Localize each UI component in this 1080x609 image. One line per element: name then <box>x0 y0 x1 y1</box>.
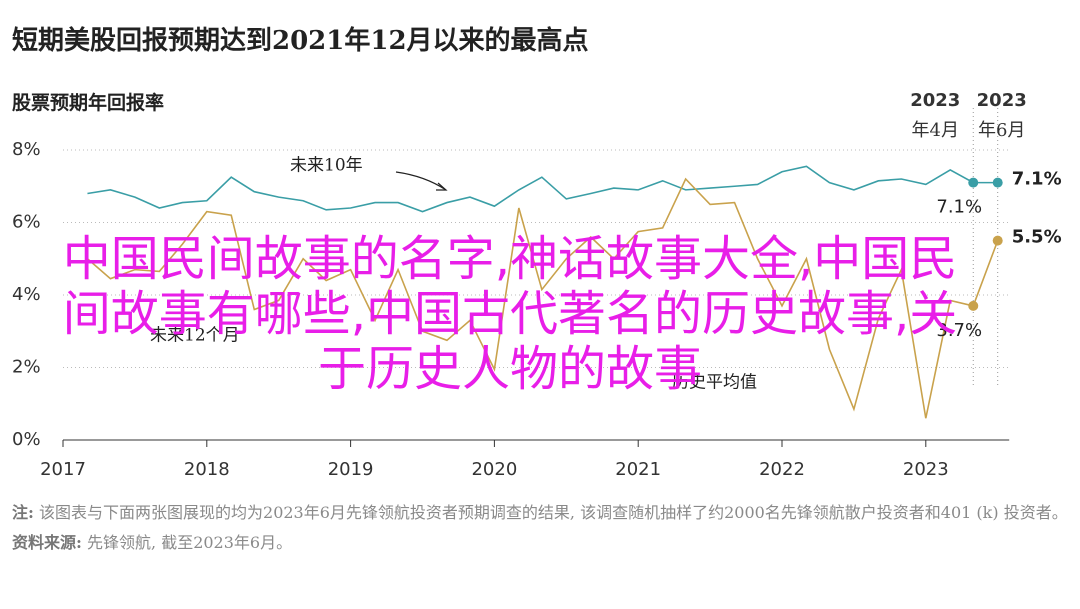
overlay-text: 间故事有哪些,中国古代著名的历史故事,关 <box>63 286 958 342</box>
source-text: 先锋领航, 截至2023年6月。 <box>87 533 293 552</box>
data-label: 7.1% <box>1012 169 1062 190</box>
y-tick-label: 4% <box>12 284 41 305</box>
data-label: 3.7% <box>936 320 982 341</box>
series-line <box>86 177 999 419</box>
x-tick-label: 2018 <box>184 459 230 480</box>
arrow <box>395 171 447 191</box>
series-label: 未来10年 <box>290 156 363 176</box>
point-marker <box>992 177 1003 188</box>
overlay-text: 中国民间故事的名字,神话故事大全,中国民 <box>63 231 958 287</box>
data-label: 5.5% <box>1012 227 1062 248</box>
note-text: 该图表与下面两张图展现的均为2023年6月先锋领航投资者预期调查的结果, 该调查… <box>39 503 1068 522</box>
series-line <box>87 165 998 213</box>
data-label: 7.1% <box>936 197 982 218</box>
x-tick-label: 2022 <box>759 459 805 480</box>
chart-title: 短期美股回报预期达到2021年12月以来的最高点 <box>12 25 589 56</box>
source: 资料来源: 先锋领航, 截至2023年6月。 <box>12 528 1072 558</box>
period-year: 2023 <box>977 90 1027 111</box>
x-tick-label: 2019 <box>328 459 374 480</box>
period-year: 2023 <box>910 90 960 111</box>
point-marker <box>968 177 979 188</box>
period-month: 年6月 <box>978 120 1025 141</box>
chart-subtitle: 股票预期年回报率 <box>12 91 164 114</box>
x-tick-label: 2020 <box>471 459 517 480</box>
note-label: 注: <box>12 503 34 522</box>
series-label: 未来12个月 <box>150 326 240 346</box>
source-label: 资料来源: <box>12 533 82 552</box>
y-tick-label: 2% <box>12 357 41 378</box>
period-month: 年4月 <box>912 120 959 141</box>
footer: 注: 该图表与下面两张图展现的均为2023年6月先锋领航投资者预期调查的结果, … <box>12 498 1072 558</box>
x-tick-label: 2021 <box>615 459 661 480</box>
y-tick-label: 6% <box>12 212 41 233</box>
point-marker <box>992 235 1003 246</box>
note: 注: 该图表与下面两张图展现的均为2023年6月先锋领航投资者预期调查的结果, … <box>12 498 1072 528</box>
chart: 短期美股回报预期达到2021年12月以来的最高点 股票预期年回报率 0% 2% 4%… <box>12 25 1062 480</box>
x-tick-label: 2017 <box>40 459 86 480</box>
overlay-text: 于历史人物的故事 <box>318 341 702 397</box>
annotation: 历史平均值 <box>672 373 757 393</box>
y-tick-label: 8% <box>12 139 41 160</box>
y-tick-label: 0% <box>12 429 41 450</box>
x-tick-label: 2023 <box>903 459 949 480</box>
arrow-head <box>436 182 448 191</box>
point-marker <box>968 300 979 311</box>
